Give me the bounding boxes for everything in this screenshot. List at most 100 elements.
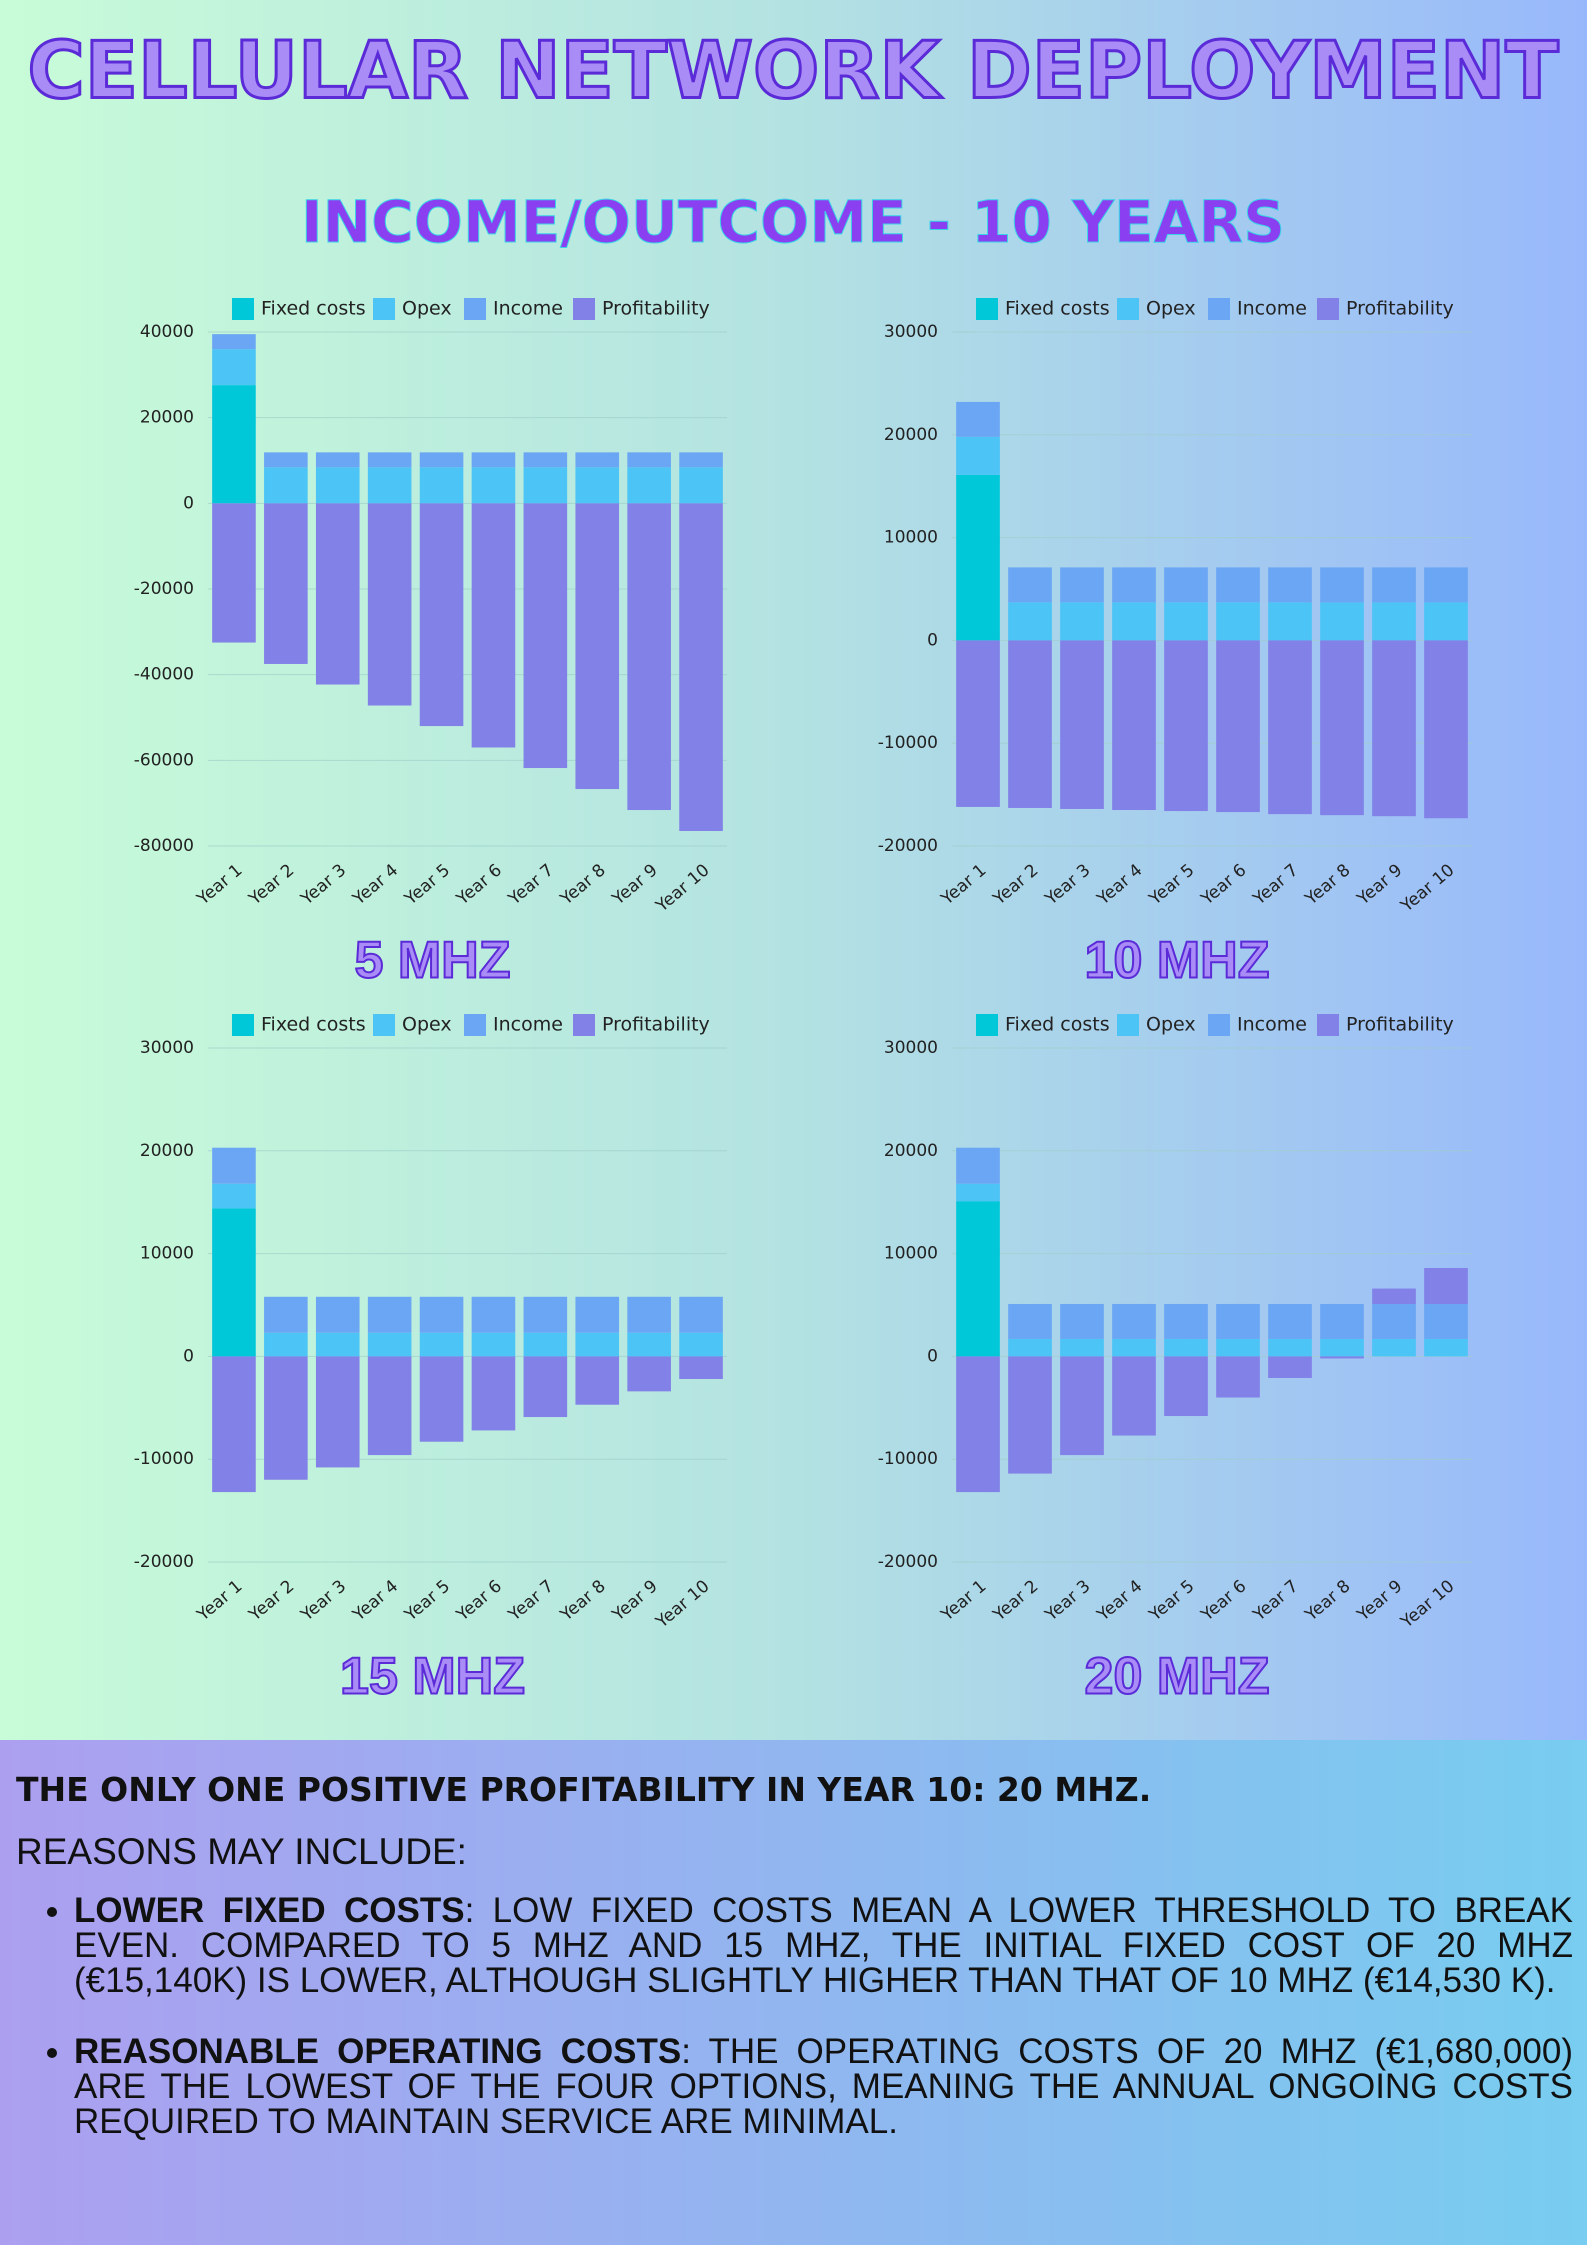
bar-segment bbox=[1424, 1338, 1468, 1357]
y-tick-label: 10000 bbox=[884, 528, 938, 548]
x-tick-label: Year 1 bbox=[937, 860, 991, 910]
bar-segment bbox=[627, 503, 671, 811]
bar-segment bbox=[1320, 1303, 1364, 1339]
bar-segment bbox=[1060, 640, 1104, 809]
legend-label: Income bbox=[1237, 298, 1307, 320]
bar-segment bbox=[956, 1201, 1000, 1357]
bar-segment bbox=[1216, 640, 1260, 813]
bar-segment bbox=[523, 1356, 568, 1418]
bar-segment bbox=[1268, 640, 1312, 815]
x-tick-label: Year 7 bbox=[504, 860, 558, 910]
y-tick-label: -60000 bbox=[134, 750, 194, 770]
bar-segment bbox=[264, 503, 308, 664]
bar-segment bbox=[212, 385, 256, 504]
bar-segment bbox=[1424, 602, 1468, 641]
y-tick-label: 30000 bbox=[884, 1038, 938, 1058]
x-tick-label: Year 4 bbox=[348, 860, 402, 910]
bar-segment bbox=[523, 1296, 568, 1333]
legend-label: Profitability bbox=[602, 298, 710, 320]
legend-swatch bbox=[976, 298, 998, 320]
legend-label: Fixed costs bbox=[261, 298, 366, 320]
x-tick-label: Year 10 bbox=[1397, 860, 1459, 916]
bar-segment bbox=[627, 1296, 671, 1333]
bar-segment bbox=[367, 467, 412, 504]
bar-segment bbox=[627, 1332, 671, 1357]
bar-segment bbox=[1112, 567, 1156, 603]
legend-swatch bbox=[1208, 298, 1230, 320]
reason-text: : LOW FIXED COSTS MEAN A LOWER THRESHOLD… bbox=[74, 1891, 1573, 2000]
y-tick-label: 0 bbox=[927, 1346, 938, 1366]
legend-label: Profitability bbox=[1346, 298, 1454, 320]
x-tick-label: Year 6 bbox=[1197, 860, 1251, 910]
bar-segment bbox=[471, 503, 516, 748]
bar-segment bbox=[1008, 567, 1052, 603]
legend-label: Fixed costs bbox=[1005, 1014, 1110, 1036]
legend-label: Profitability bbox=[602, 1014, 710, 1036]
x-tick-label: Year 4 bbox=[1093, 1576, 1147, 1626]
bar-segment bbox=[956, 1183, 1000, 1202]
y-tick-label: -10000 bbox=[878, 1449, 938, 1469]
legend-swatch bbox=[1317, 1014, 1339, 1036]
y-tick-label: 30000 bbox=[884, 322, 938, 342]
bar-segment bbox=[1424, 1267, 1468, 1304]
legend-swatch bbox=[232, 1014, 254, 1036]
bar-segment bbox=[679, 503, 723, 832]
bar-segment bbox=[956, 1147, 1000, 1184]
bar-segment bbox=[1268, 1338, 1312, 1357]
charts: CELLULAR NETWORK DEPLOYMENT INCOME/OUTCO… bbox=[26, 25, 1560, 1707]
bar-segment bbox=[679, 1296, 723, 1333]
bar-segment bbox=[419, 1296, 464, 1333]
y-tick-label: 0 bbox=[183, 1346, 194, 1366]
bar-segment bbox=[575, 452, 620, 468]
bar-segment bbox=[523, 452, 568, 468]
bar-segment bbox=[264, 1356, 308, 1480]
legend-swatch bbox=[1317, 298, 1339, 320]
bar-segment bbox=[471, 467, 516, 504]
bar-segment bbox=[1216, 1338, 1260, 1357]
bar-segment bbox=[315, 467, 360, 504]
legend-label: Fixed costs bbox=[1005, 298, 1110, 320]
bar-segment bbox=[1112, 1356, 1156, 1436]
chart-caption: 10 MHZ bbox=[1085, 932, 1270, 990]
x-tick-label: Year 10 bbox=[652, 860, 714, 916]
y-tick-label: -20000 bbox=[878, 1552, 938, 1572]
bar-segment bbox=[679, 1356, 723, 1380]
bar-segment bbox=[1320, 567, 1364, 603]
bar-segment bbox=[264, 467, 308, 504]
x-tick-label: Year 5 bbox=[400, 1576, 454, 1626]
x-tick-label: Year 8 bbox=[1301, 860, 1355, 910]
bar-segment bbox=[523, 503, 568, 769]
legend-swatch bbox=[573, 298, 595, 320]
bar-segment bbox=[575, 1296, 620, 1333]
x-tick-label: Year 3 bbox=[1041, 1576, 1095, 1626]
bar-segment bbox=[1008, 640, 1052, 808]
y-tick-label: 20000 bbox=[884, 1141, 938, 1161]
bar-segment bbox=[1112, 1303, 1156, 1339]
bar-segment bbox=[367, 503, 412, 706]
x-tick-label: Year 10 bbox=[1397, 1576, 1459, 1632]
y-tick-label: -20000 bbox=[134, 579, 194, 599]
bar-segment bbox=[315, 503, 360, 685]
y-tick-label: -10000 bbox=[878, 733, 938, 753]
bar-segment bbox=[1424, 640, 1468, 819]
x-tick-label: Year 3 bbox=[297, 860, 351, 910]
bar-segment bbox=[471, 452, 516, 468]
bar-segment bbox=[1164, 1356, 1208, 1417]
y-tick-label: -80000 bbox=[134, 836, 194, 856]
bar-segment bbox=[1164, 567, 1208, 603]
bar-segment bbox=[956, 401, 1000, 437]
y-tick-label: 40000 bbox=[140, 322, 194, 342]
y-tick-label: -40000 bbox=[134, 665, 194, 685]
bar-segment bbox=[212, 503, 256, 643]
y-tick-label: 0 bbox=[183, 493, 194, 513]
x-tick-label: Year 2 bbox=[989, 860, 1043, 910]
bar-segment bbox=[212, 1183, 256, 1209]
bar-segment bbox=[1320, 1356, 1364, 1359]
bar-segment bbox=[1164, 602, 1208, 641]
bar-segment bbox=[1008, 602, 1052, 641]
bar-segment bbox=[1112, 602, 1156, 641]
bar-segment bbox=[1372, 1303, 1416, 1339]
bar-segment bbox=[627, 452, 671, 468]
reason: REASONABLE OPERATING COSTS: THE OPERATIN… bbox=[74, 2034, 1573, 2139]
legend-swatch bbox=[464, 298, 486, 320]
